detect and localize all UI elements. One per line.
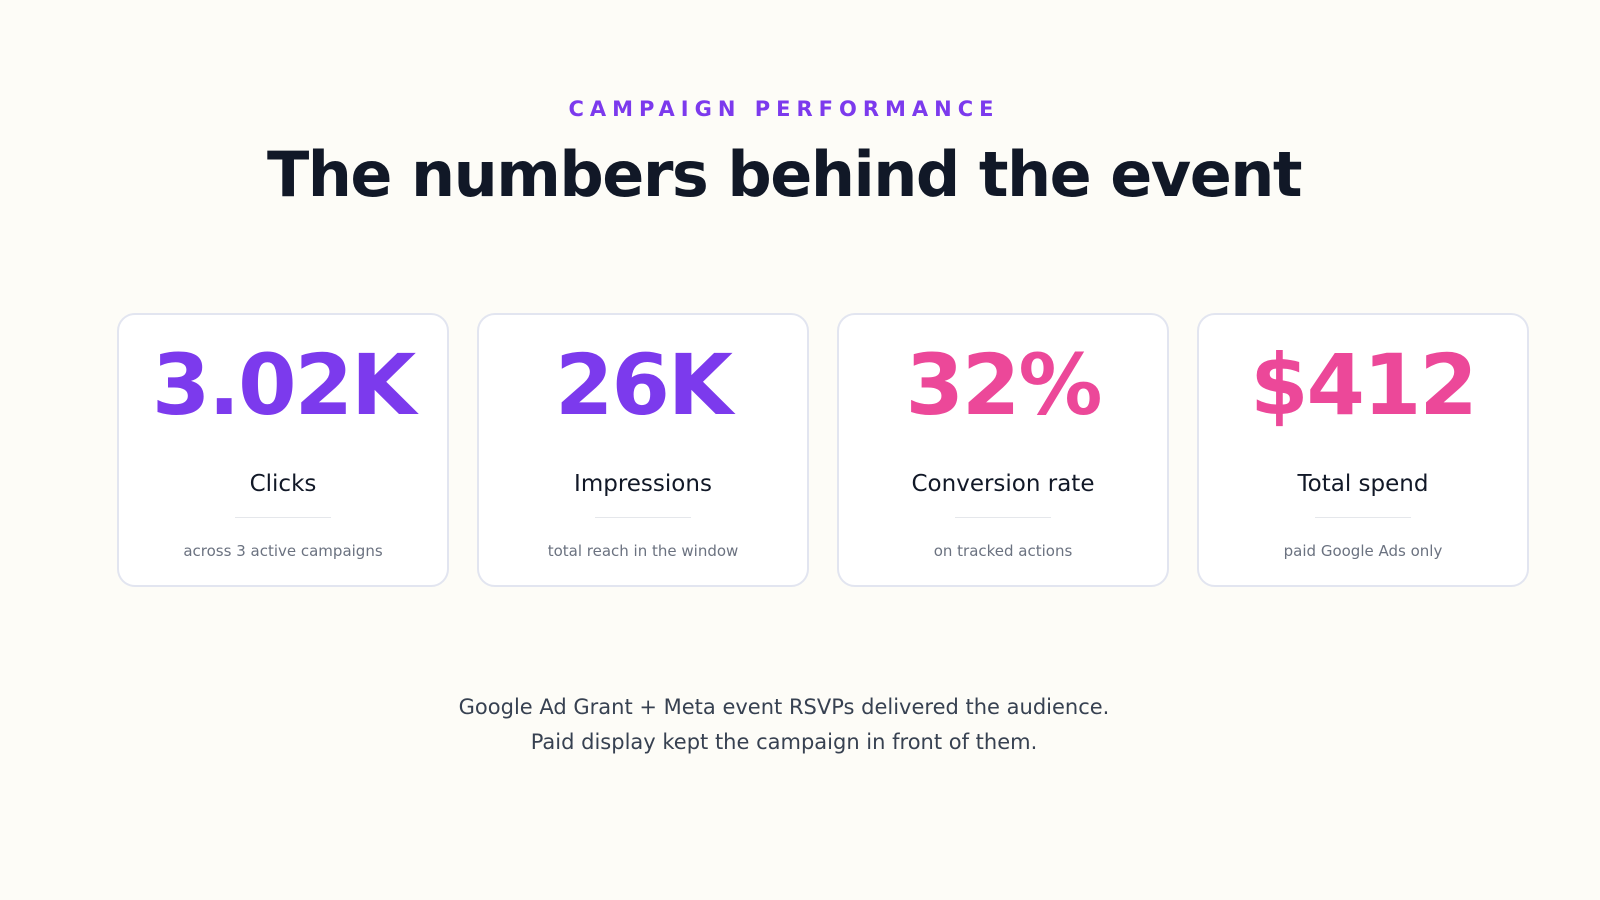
stat-note: total reach in the window	[547, 542, 739, 560]
stat-card: $412 Total spend paid Google Ads only	[1197, 313, 1529, 587]
stat-label: Clicks	[249, 471, 317, 497]
divider	[1315, 517, 1411, 518]
footer-line: Google Ad Grant + Meta event RSVPs deliv…	[458, 695, 1110, 719]
footer: Google Ad Grant + Meta event RSVPs deliv…	[0, 690, 1568, 760]
stat-label: Total spend	[1297, 471, 1429, 497]
cards: 3.02K Clicks across 3 active campaigns 26K I…	[117, 313, 1529, 587]
stat-value: 32%	[905, 336, 1102, 434]
eyebrow: CAMPAIGN PERFORMANCE	[568, 97, 1000, 121]
stat-value: 3.02K	[151, 336, 416, 434]
stat-label: Conversion rate	[911, 471, 1095, 497]
stat-note: on tracked actions	[933, 542, 1073, 560]
stat-card: 32% Conversion rate on tracked actions	[837, 313, 1169, 587]
title: The numbers behind the event	[266, 138, 1303, 211]
divider	[235, 517, 331, 518]
stat-label: Impressions	[574, 471, 712, 497]
stat-note: paid Google Ads only	[1283, 542, 1443, 560]
stat-value: $412	[1250, 336, 1478, 434]
divider	[955, 517, 1051, 518]
stat-note: across 3 active campaigns	[183, 542, 383, 560]
footer-line: Paid display kept the campaign in front …	[530, 730, 1038, 754]
divider	[595, 517, 691, 518]
stat-card: 3.02K Clicks across 3 active campaigns	[117, 313, 449, 587]
stat-card: 26K Impressions total reach in the window	[477, 313, 809, 587]
stat-value: 26K	[555, 336, 733, 434]
